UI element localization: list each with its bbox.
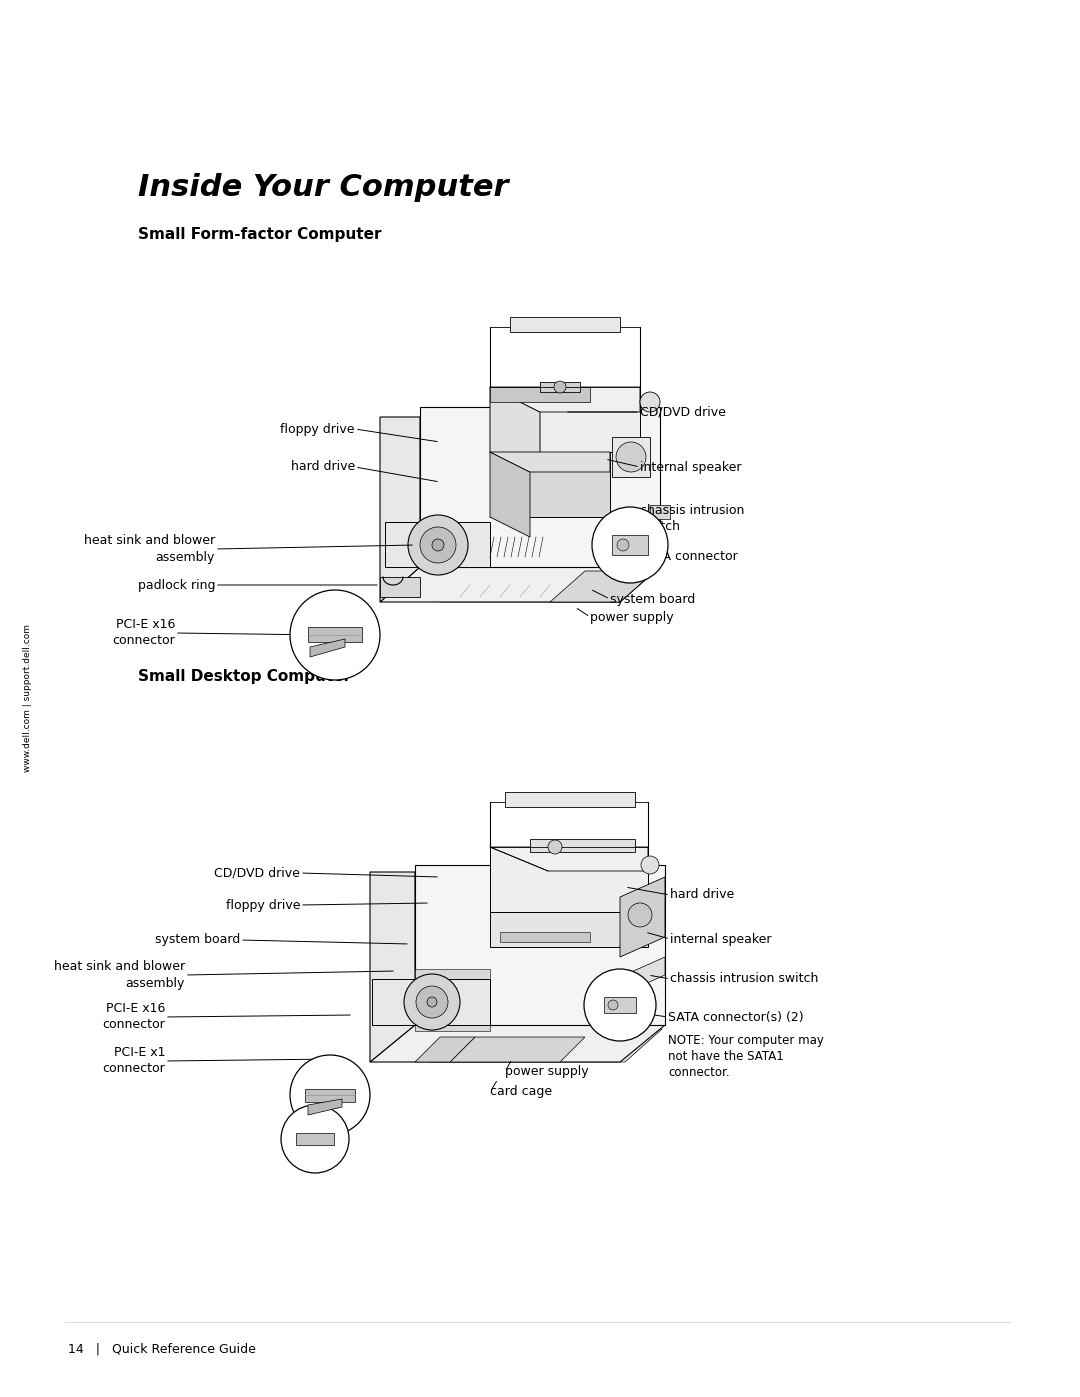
Circle shape [592,507,669,583]
Polygon shape [510,317,620,332]
Polygon shape [372,979,490,1025]
Polygon shape [370,1025,665,1062]
Circle shape [548,840,562,854]
Polygon shape [620,877,665,957]
Circle shape [642,856,659,875]
Polygon shape [308,1099,342,1115]
Text: CD/DVD drive: CD/DVD drive [640,405,726,419]
Polygon shape [420,407,660,567]
Polygon shape [384,522,490,567]
Circle shape [281,1105,349,1173]
Polygon shape [530,840,635,852]
Polygon shape [505,792,635,807]
Polygon shape [380,416,420,602]
Text: heat sink and blower
assembly: heat sink and blower assembly [54,961,185,989]
Polygon shape [415,990,490,1009]
Text: chassis intrusion switch: chassis intrusion switch [670,972,819,985]
Text: PCI-E x1
connector: PCI-E x1 connector [103,1046,165,1076]
Circle shape [420,527,456,563]
Text: Small Desktop Computer: Small Desktop Computer [138,669,351,685]
Polygon shape [490,387,640,412]
Text: internal speaker: internal speaker [670,933,771,946]
Polygon shape [490,387,590,402]
Text: Inside Your Computer: Inside Your Computer [138,172,509,201]
Polygon shape [612,535,648,555]
Text: power supply: power supply [590,610,674,623]
Circle shape [640,393,660,412]
Polygon shape [308,627,362,643]
Text: heat sink and blower
assembly: heat sink and blower assembly [84,535,215,563]
Text: SATA connector: SATA connector [640,550,738,563]
Circle shape [627,902,652,928]
Circle shape [291,590,380,680]
Polygon shape [415,1013,490,1031]
Circle shape [408,515,468,576]
Text: card cage: card cage [490,1085,552,1098]
Polygon shape [490,847,648,870]
Polygon shape [440,571,654,602]
Polygon shape [612,437,650,476]
Text: padlock ring: padlock ring [137,578,215,591]
Text: NOTE: Your computer may
not have the SATA1
connector.: NOTE: Your computer may not have the SAT… [669,1034,824,1078]
Text: PCI-E x16
connector: PCI-E x16 connector [103,1003,165,1031]
Polygon shape [305,1090,355,1102]
Text: system board: system board [610,592,696,605]
Polygon shape [490,387,640,453]
Polygon shape [650,504,670,520]
Text: chassis intrusion
switch: chassis intrusion switch [640,504,744,534]
Polygon shape [370,872,415,1062]
Circle shape [584,970,656,1041]
Circle shape [416,986,448,1018]
Polygon shape [415,1037,475,1062]
Polygon shape [604,997,636,1013]
Polygon shape [415,970,490,988]
Circle shape [608,1000,618,1010]
Text: floppy drive: floppy drive [281,422,355,436]
Circle shape [617,539,629,550]
Polygon shape [380,577,420,597]
Polygon shape [550,571,654,602]
Polygon shape [310,638,345,657]
Polygon shape [500,932,590,942]
Text: system board: system board [154,933,240,947]
Text: internal speaker: internal speaker [640,461,742,474]
Text: 14   |   Quick Reference Guide: 14 | Quick Reference Guide [68,1343,256,1355]
Text: power supply: power supply [505,1066,589,1078]
Text: floppy drive: floppy drive [226,898,300,911]
Polygon shape [490,387,540,476]
Polygon shape [490,912,648,947]
Circle shape [554,381,566,393]
Text: PCI-E x16
connector: PCI-E x16 connector [112,619,175,647]
Polygon shape [620,957,665,995]
Polygon shape [380,567,660,602]
Circle shape [427,997,437,1007]
Polygon shape [490,453,610,517]
Polygon shape [540,381,580,393]
Circle shape [291,1055,370,1134]
Circle shape [404,974,460,1030]
Circle shape [616,441,646,472]
Polygon shape [430,1030,662,1062]
Polygon shape [490,453,610,472]
Polygon shape [450,1037,585,1062]
Text: SATA connector(s) (2): SATA connector(s) (2) [669,1010,804,1024]
Text: Small Form-factor Computer: Small Form-factor Computer [138,228,381,243]
Polygon shape [490,847,648,912]
Circle shape [432,539,444,550]
Polygon shape [490,453,530,536]
Polygon shape [296,1133,334,1146]
Text: hard drive: hard drive [670,888,734,901]
Polygon shape [415,865,665,1025]
Text: hard drive: hard drive [291,461,355,474]
Text: www.dell.com | support.dell.com: www.dell.com | support.dell.com [24,624,32,773]
Text: CD/DVD drive: CD/DVD drive [214,866,300,880]
